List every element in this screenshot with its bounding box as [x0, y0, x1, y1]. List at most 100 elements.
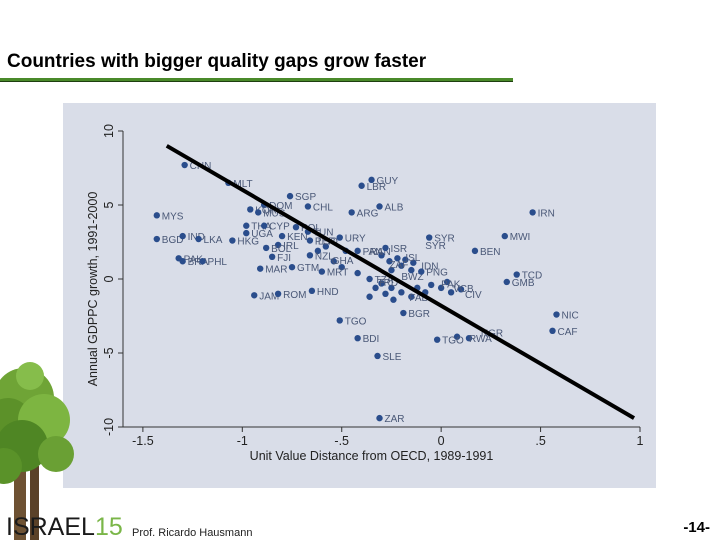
cluster-label: CIV [465, 290, 482, 301]
point-label: NIC [561, 311, 578, 322]
data-point: GUY [368, 176, 399, 187]
point-label: DOM [269, 201, 292, 212]
point-marker [382, 244, 389, 252]
point-label: CHL [313, 202, 333, 213]
point-marker [513, 271, 520, 278]
data-point: HND [308, 287, 339, 298]
point-label: PHL [208, 257, 228, 268]
data-point: UGA [243, 229, 273, 240]
cluster-point [457, 286, 465, 293]
cluster-point [437, 284, 445, 292]
data-point: ARG [348, 208, 379, 219]
point-label: BEN [480, 247, 501, 258]
point-label: UGA [251, 229, 273, 240]
point-label: IRL [283, 241, 299, 252]
point-label: GMB [512, 278, 535, 289]
point-label: SLE [383, 352, 402, 363]
data-point: NZL [306, 251, 334, 262]
point-label: CYP [269, 222, 290, 233]
data-point: BDI [354, 334, 379, 345]
point-label: GUY [377, 176, 399, 187]
cluster-point [402, 256, 409, 263]
cluster-point [314, 247, 322, 255]
point-marker [426, 234, 433, 241]
point-marker [348, 209, 355, 216]
cluster-point [322, 243, 330, 250]
point-marker [503, 278, 510, 286]
cluster-point [366, 293, 373, 300]
point-marker [243, 222, 250, 229]
data-point: ROM [274, 290, 306, 301]
data-point: ZAR [376, 414, 405, 425]
point-marker [286, 192, 294, 200]
fit-line-group [165, 144, 636, 420]
x-tick-label: -1 [237, 434, 248, 448]
cluster-label: SYR [425, 241, 446, 252]
point-label: PAN [363, 247, 383, 258]
cluster-label: IDN [421, 262, 438, 273]
cluster-point [408, 293, 415, 300]
cluster-label: GHA [332, 256, 354, 267]
cluster-point [378, 280, 385, 287]
point-marker [471, 247, 479, 255]
cluster-point [447, 289, 455, 296]
point-label: PNG [426, 268, 448, 279]
point-label: LKA [204, 235, 223, 246]
point-label: NZL [315, 251, 334, 262]
data-point: SGP [286, 192, 316, 203]
point-marker [376, 414, 383, 422]
point-marker [306, 252, 314, 259]
cluster-label: RAN [370, 247, 391, 258]
point-marker [288, 263, 296, 271]
scatter-plot: -10 -5 0 5 10 -1.5 -1 -.5 0 .5 1 RAN ISL SYR ZAF IDNBW… [86, 124, 644, 463]
tree-decoration [0, 362, 74, 540]
title-underline-shadow [0, 81, 513, 82]
x-tick-label: -1.5 [132, 434, 154, 448]
slide-title: Countries with bigger quality gaps grow … [7, 51, 427, 72]
cluster-label: ZAF [389, 260, 408, 271]
cluster-point [378, 252, 385, 259]
point-label: ALB [385, 202, 404, 213]
point-marker [553, 311, 560, 318]
point-marker [368, 176, 375, 184]
cluster-point [443, 278, 451, 286]
point-label: SYR [434, 234, 455, 245]
x-tick-label: 1 [637, 434, 644, 448]
x-tick-label: -.5 [334, 434, 349, 448]
point-marker [304, 203, 312, 210]
point-label: TGO [345, 316, 367, 327]
point-marker [274, 290, 282, 297]
point-marker [433, 336, 441, 343]
point-marker [278, 232, 286, 240]
y-tick-label: -5 [102, 347, 116, 358]
y-tick-label: -10 [102, 418, 116, 436]
point-label: TGO [442, 336, 464, 347]
point-marker [318, 268, 326, 275]
brand-number: 15 [94, 513, 123, 541]
labeled-points: CHNMLTSGPDOMCHLKORMUSMYSTHACYPUGAKENPOLT… [153, 161, 579, 425]
point-marker [153, 212, 161, 219]
data-point: ALB [376, 202, 404, 213]
cluster-label: ISL [405, 253, 420, 264]
data-point: PHL [199, 257, 227, 268]
cluster-label: BWZ [401, 272, 423, 283]
data-point: PNG [418, 268, 448, 279]
data-point: TGO [336, 316, 367, 327]
cluster-point [398, 289, 405, 296]
point-label: MLT [233, 179, 252, 190]
data-point: GTM [288, 263, 319, 274]
data-point: KEN [278, 232, 308, 243]
point-label: BGR [408, 309, 430, 320]
cluster-point [388, 266, 395, 274]
cluster-point [330, 258, 337, 265]
point-label: MUS [263, 208, 286, 219]
cluster-point [465, 335, 473, 342]
point-label: IRN [538, 208, 555, 219]
cluster-label: TRD [378, 278, 399, 289]
data-point: CYP [260, 222, 290, 233]
data-point: TZA [366, 275, 394, 286]
point-label: BGD [162, 235, 184, 246]
point-marker [199, 258, 206, 265]
data-point: SLE [374, 352, 402, 363]
point-label: ISR [390, 244, 407, 255]
